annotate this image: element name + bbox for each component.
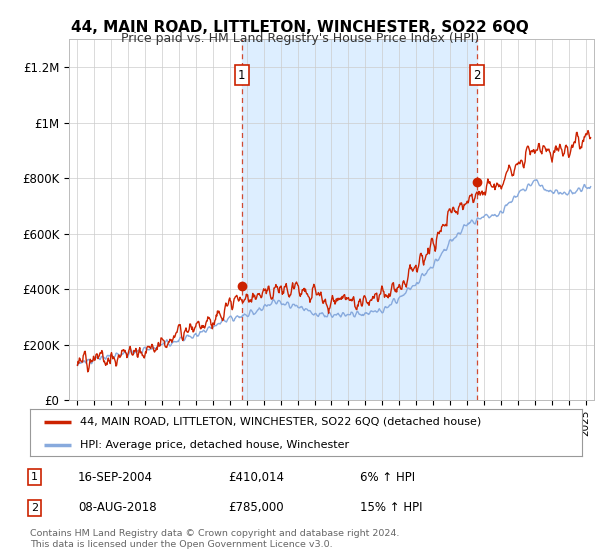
Text: £785,000: £785,000 [228, 501, 284, 515]
Text: 15% ↑ HPI: 15% ↑ HPI [360, 501, 422, 515]
Text: 6% ↑ HPI: 6% ↑ HPI [360, 470, 415, 484]
Text: This data is licensed under the Open Government Licence v3.0.: This data is licensed under the Open Gov… [30, 540, 332, 549]
Text: 44, MAIN ROAD, LITTLETON, WINCHESTER, SO22 6QQ: 44, MAIN ROAD, LITTLETON, WINCHESTER, SO… [71, 20, 529, 35]
Text: 08-AUG-2018: 08-AUG-2018 [78, 501, 157, 515]
Text: Contains HM Land Registry data © Crown copyright and database right 2024.: Contains HM Land Registry data © Crown c… [30, 529, 400, 538]
Text: 16-SEP-2004: 16-SEP-2004 [78, 470, 153, 484]
Text: 2: 2 [31, 503, 38, 513]
Text: HPI: Average price, detached house, Winchester: HPI: Average price, detached house, Winc… [80, 440, 349, 450]
Text: 1: 1 [31, 472, 38, 482]
Text: Price paid vs. HM Land Registry's House Price Index (HPI): Price paid vs. HM Land Registry's House … [121, 32, 479, 45]
Bar [242, 39, 477, 400]
Text: 2: 2 [473, 69, 481, 82]
Text: £410,014: £410,014 [228, 470, 284, 484]
Text: 1: 1 [238, 69, 245, 82]
Text: 44, MAIN ROAD, LITTLETON, WINCHESTER, SO22 6QQ (detached house): 44, MAIN ROAD, LITTLETON, WINCHESTER, SO… [80, 417, 481, 427]
